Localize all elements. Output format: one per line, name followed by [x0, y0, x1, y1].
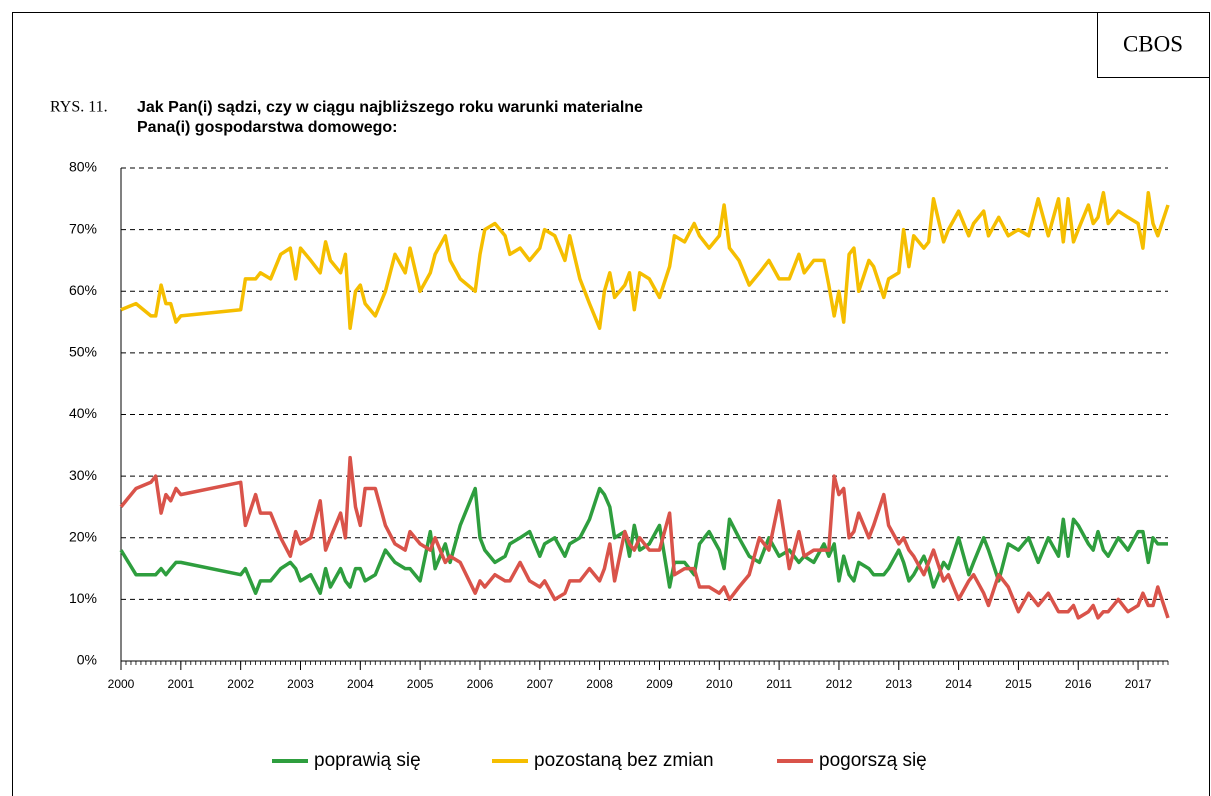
- x-tick-label: 2011: [766, 677, 792, 691]
- x-tick-label: 2013: [885, 677, 912, 691]
- x-tick-label: 2001: [167, 677, 194, 691]
- figure-label: RYS. 11.: [50, 99, 108, 116]
- chart-title: Pana(i) gospodarstwa domowego:: [137, 119, 397, 136]
- data-line: [119, 486, 1168, 595]
- chart-title: Jak Pan(i) sądzi, czy w ciągu najbliższe…: [137, 99, 643, 116]
- x-tick-label: 2008: [586, 677, 613, 691]
- y-tick-label: 60%: [69, 282, 97, 298]
- data-line: [120, 190, 1170, 330]
- source-box: [1097, 12, 1210, 78]
- y-tick-label: 70%: [69, 220, 97, 236]
- y-tick-label: 50%: [69, 344, 97, 360]
- x-tick-label: 2000: [108, 677, 135, 691]
- x-tick-label: 2002: [227, 677, 254, 691]
- legend-label: pozostaną bez zmian: [534, 750, 714, 771]
- y-tick-label: 10%: [69, 590, 97, 606]
- data-line: [119, 455, 1170, 620]
- source: CBOS: [1123, 31, 1183, 56]
- x-tick-label: 2017: [1125, 677, 1152, 691]
- y-tick-label: 20%: [69, 528, 97, 544]
- x-tick-label: 2005: [407, 677, 434, 691]
- x-tick-label: 2003: [287, 677, 314, 691]
- frame: [12, 12, 1210, 796]
- x-tick-label: 2007: [526, 677, 553, 691]
- x-tick-label: 2014: [945, 677, 972, 691]
- x-tick-label: 2016: [1065, 677, 1092, 691]
- x-tick-label: 2015: [1005, 677, 1032, 691]
- y-tick-label: 30%: [69, 467, 97, 483]
- x-tick-label: 2004: [347, 677, 374, 691]
- y-tick-label: 80%: [69, 159, 97, 175]
- x-tick-label: 2010: [706, 677, 733, 691]
- legend-label: poprawią się: [314, 750, 421, 771]
- y-tick-label: 40%: [69, 405, 97, 421]
- x-tick-label: 2009: [646, 677, 673, 691]
- x-tick-label: 2012: [826, 677, 853, 691]
- y-tick-label: 0%: [77, 652, 97, 668]
- x-tick-label: 2006: [467, 677, 494, 691]
- legend-label: pogorszą się: [819, 750, 927, 771]
